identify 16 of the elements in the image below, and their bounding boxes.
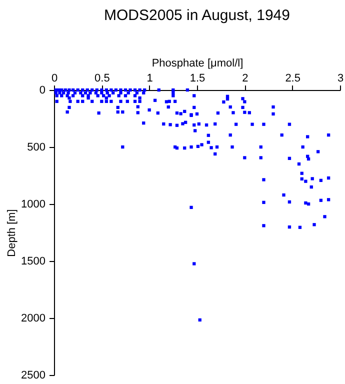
y-tick-label: 1500 (21, 256, 46, 268)
x-tick-label: 3 (337, 72, 344, 84)
y-tick-label: 2500 (21, 370, 46, 382)
y-tick-label: 500 (27, 142, 46, 154)
x-tick-label: 2 (242, 72, 248, 84)
x-tick-label: 2.5 (285, 72, 300, 84)
x-axis-title: Phosphate [μmol/l] (152, 58, 244, 70)
y-tick-label: 2000 (21, 312, 46, 324)
y-tick-label: 1000 (21, 198, 46, 210)
x-tick-label: 1.5 (190, 72, 206, 84)
y-tick-label: 0 (39, 84, 46, 96)
chart-title: MODS2005 in August, 1949 (104, 7, 290, 24)
y-axis-title: Depth [m] (6, 209, 18, 257)
x-tick-label: 0.5 (94, 72, 110, 84)
x-tick-label: 1 (146, 72, 153, 84)
x-tick-label: 0 (51, 72, 58, 84)
